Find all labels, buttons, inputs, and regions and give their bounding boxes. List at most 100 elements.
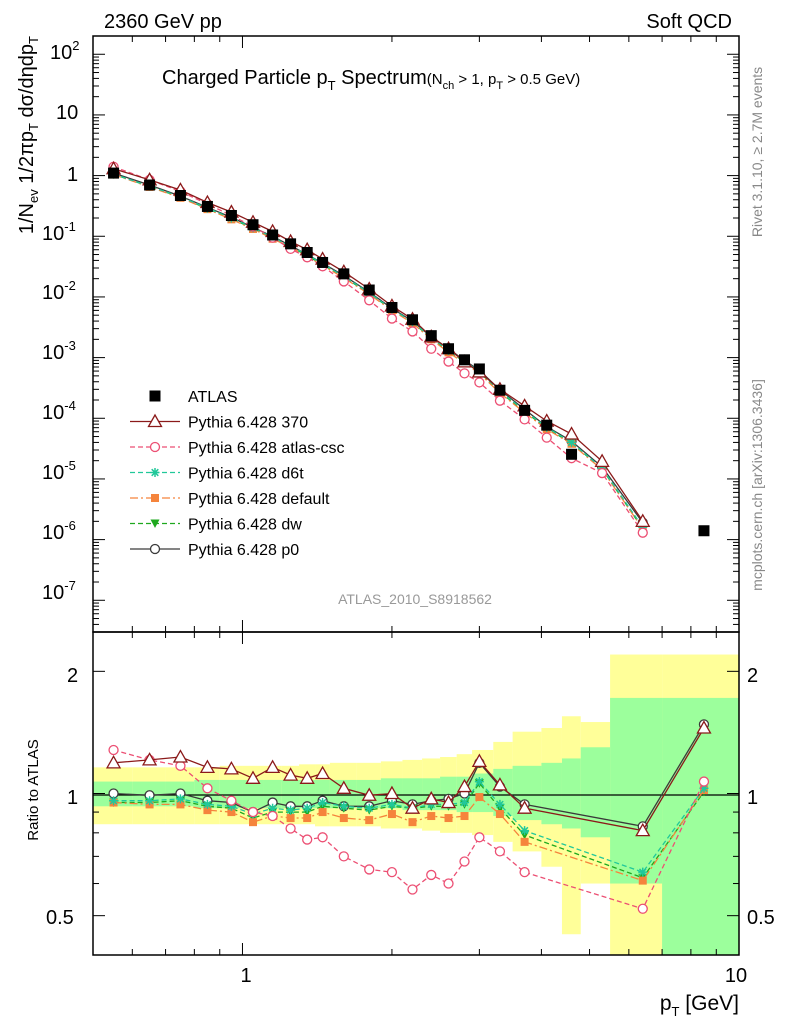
ratio-point-p370 [223,761,240,775]
ratio-point-p370 [492,777,508,791]
main-point-p370 [563,426,580,440]
ratio-point-default [176,800,185,809]
ratio-point-d6t [474,777,484,787]
ratio-point-d6t [495,799,505,809]
main-y-tick-label: 10-4 [42,398,76,424]
ratio-point-atlascsc [407,884,418,895]
ratio-point-d6t [364,803,374,813]
main-point-atlascsc [494,395,506,406]
ratio-point-default [303,814,312,823]
ratio-point-default [520,837,529,846]
ratio-point-p370 [105,755,122,769]
ratio-point-p370 [456,778,473,793]
main-axis-ticks [92,35,740,633]
legend-item: Pythia 6.428 atlas-csc [130,440,345,457]
legend-item: Pythia 6.428 370 [130,413,308,432]
ratio-point-d6t [109,796,119,806]
legend-marker [147,413,163,428]
ratio-point-d6t [268,803,278,813]
ratio-point-atlascsc [698,776,710,787]
ratio-point-atlascsc [364,864,375,875]
main-point-atlascsc [637,527,648,538]
ratio-point-d6t [286,805,296,815]
main-point-atlascsc [596,467,608,479]
ratio-point-p370 [299,770,315,784]
band-inner [662,697,739,955]
ratio-point-default [427,812,436,821]
ratio-point-default [475,793,484,802]
main-point-atlascsc [541,432,552,443]
main-point-atlas [386,301,398,313]
ratio-point-atlascsc [317,832,328,843]
ratio-point-atlascsc [426,869,437,881]
main-point-atlascsc [459,368,470,379]
band-inner [242,779,264,809]
ratio-point-p370 [696,720,712,734]
legend-marker [150,519,160,528]
legend-label: Pythia 6.428 atlas-csc [188,440,345,457]
main-point-atlas [363,284,375,296]
main-point-atlas [174,189,186,201]
band-inner [281,779,300,809]
main-y-tick-label: 10 [56,102,78,124]
ratio-point-atlascsc [202,783,213,794]
main-y-tick-label: 10-1 [42,219,76,245]
main-y-tick-label: 10-6 [42,518,76,544]
ratio-point-atlascsc [247,806,259,818]
ratio-y-tick-label-right: 2 [747,665,758,687]
ratio-point-p370 [141,752,158,766]
ratio-line-p0 [113,724,705,828]
main-point-atlas [225,209,237,221]
main-point-atlascsc [407,326,418,337]
legend-marker [149,441,161,453]
ratio-point-p370 [404,800,421,814]
band-inner [219,779,243,809]
main-title: Charged Particle pT Spectrum(Nch > 1, pT… [162,67,580,93]
legend-label: Pythia 6.428 370 [188,415,308,432]
main-point-atlas [201,200,213,212]
x-tick-label: 10 [725,965,747,987]
ratio-point-d6t [339,801,349,811]
ratio-line-p370 [113,727,705,832]
side-text-top: Rivet 3.1.10, ≥ 2.7M events [749,67,765,237]
ratio-point-atlascsc [285,823,296,834]
ratio-point-p370 [384,785,400,800]
ratio-point-p370 [471,753,487,768]
ratio-y-tick-label-right: 1 [747,787,758,809]
main-point-atlas [541,419,553,431]
band-inner [402,778,423,811]
main-point-atlas [406,314,418,326]
ratio-point-default [248,818,257,827]
main-y-tick-label: 10-7 [42,578,76,604]
header-right: Soft QCD [646,11,732,33]
ratio-point-atlascsc [494,846,506,857]
ratio-point-d6t [175,794,185,804]
ratio-point-default [203,806,212,815]
main-point-atlas [519,404,531,416]
legend-marker [150,468,160,477]
ratio-point-d6t [226,801,236,811]
legend-item: Pythia 6.428 default [130,491,330,508]
ratio-point-d6t [699,783,709,793]
main-series-atlas [108,167,710,537]
ratio-axis-ticks [92,632,740,956]
ratio-point-atlascsc [108,744,119,756]
ratio-point-atlascsc [459,856,470,867]
main-y-tick-label: 10-5 [42,458,76,484]
legend-item: Pythia 6.428 dw [130,517,302,534]
legend: ATLAS Pythia 6.428 370 Pythia 6.428 atlas-… [130,389,345,559]
ratio-y-tick-label: 1 [67,787,78,809]
main-y-tick-label: 1 [67,164,78,186]
main-point-atlas [317,256,329,268]
ratio-point-p370 [516,800,533,814]
ratio-point-default [495,810,504,819]
main-y-tick-label: 10-2 [42,278,76,304]
main-point-atlas [267,229,279,241]
ratio-point-p370 [172,749,189,763]
legend-label: Pythia 6.428 dw [188,517,302,534]
ratio-point-p370 [282,767,299,781]
ratio-point-p370 [245,770,261,784]
ratio-point-p370 [423,791,439,805]
ratio-point-p370 [199,759,216,773]
legend-item: Pythia 6.428 d6t [130,466,304,483]
